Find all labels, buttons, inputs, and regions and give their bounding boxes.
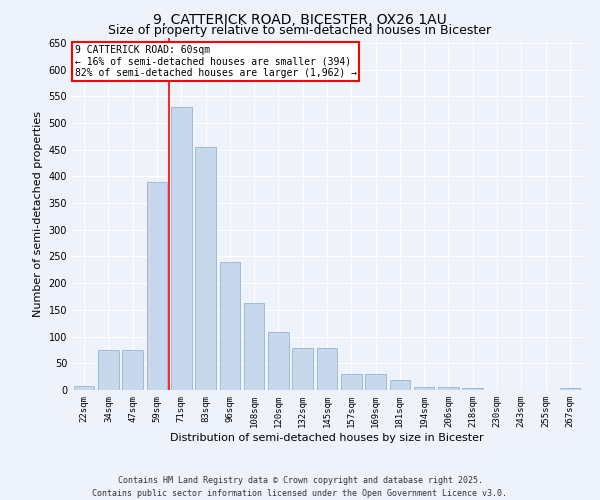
Text: Size of property relative to semi-detached houses in Bicester: Size of property relative to semi-detach… [109, 24, 491, 37]
Text: Contains HM Land Registry data © Crown copyright and database right 2025.
Contai: Contains HM Land Registry data © Crown c… [92, 476, 508, 498]
Bar [244, 304, 265, 390]
Bar [195, 147, 216, 390]
Bar [463, 388, 483, 390]
Text: 9, CATTERICK ROAD, BICESTER, OX26 1AU: 9, CATTERICK ROAD, BICESTER, OX26 1AU [153, 12, 447, 26]
Bar [122, 350, 143, 390]
Bar [74, 386, 94, 390]
Bar [438, 388, 459, 390]
Text: 9 CATTERICK ROAD: 60sqm
← 16% of semi-detached houses are smaller (394)
82% of s: 9 CATTERICK ROAD: 60sqm ← 16% of semi-de… [74, 44, 356, 78]
Bar [98, 350, 119, 390]
Bar [365, 374, 386, 390]
Bar [268, 332, 289, 390]
Bar [389, 380, 410, 390]
Bar [341, 374, 362, 390]
Bar [146, 182, 167, 390]
Y-axis label: Number of semi-detached properties: Number of semi-detached properties [33, 111, 43, 317]
Bar [414, 388, 434, 390]
Bar [292, 348, 313, 390]
Bar [317, 348, 337, 390]
Bar [171, 107, 191, 390]
Bar [220, 262, 240, 390]
Bar [560, 388, 580, 390]
X-axis label: Distribution of semi-detached houses by size in Bicester: Distribution of semi-detached houses by … [170, 432, 484, 442]
